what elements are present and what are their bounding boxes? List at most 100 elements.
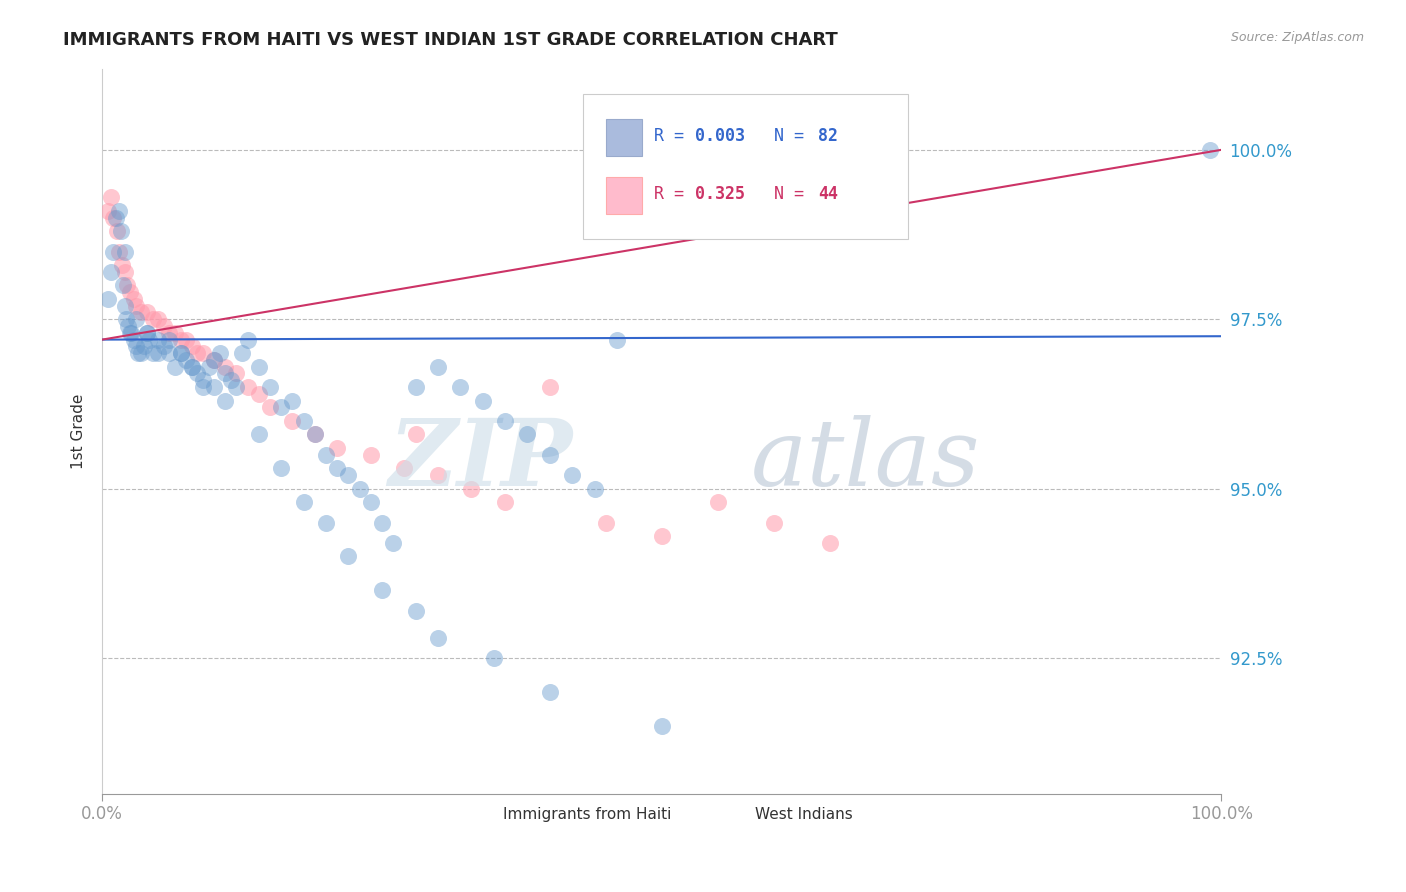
Point	[304, 427, 326, 442]
Point	[103, 244, 125, 259]
Point	[315, 516, 337, 530]
Bar	[471, 803, 496, 826]
Point	[111, 258, 134, 272]
Point	[110, 224, 132, 238]
Point	[136, 326, 159, 340]
Point	[114, 312, 136, 326]
Point	[270, 401, 292, 415]
Text: West Indians: West Indians	[755, 807, 852, 822]
Point	[108, 244, 131, 259]
Point	[595, 516, 617, 530]
Bar	[723, 803, 748, 826]
Point	[247, 387, 270, 401]
Text: ZIP: ZIP	[388, 415, 572, 505]
Point	[146, 312, 169, 326]
Point	[371, 583, 394, 598]
Point	[131, 346, 153, 360]
Point	[131, 305, 153, 319]
Text: IMMIGRANTS FROM HAITI VS WEST INDIAN 1ST GRADE CORRELATION CHART: IMMIGRANTS FROM HAITI VS WEST INDIAN 1ST…	[63, 31, 838, 49]
Point	[114, 244, 136, 259]
Point	[142, 312, 165, 326]
Point	[146, 333, 169, 347]
Point	[561, 468, 583, 483]
Point	[405, 604, 427, 618]
Point	[304, 427, 326, 442]
Bar	[606, 178, 641, 213]
Point	[225, 380, 247, 394]
Point	[292, 414, 315, 428]
Point	[706, 495, 728, 509]
Point	[202, 353, 225, 368]
Point	[142, 346, 165, 360]
Point	[169, 346, 191, 360]
Point	[449, 380, 471, 394]
Point	[762, 516, 785, 530]
Point	[136, 305, 159, 319]
Point	[157, 333, 180, 347]
Point	[538, 380, 561, 394]
Point	[132, 339, 155, 353]
Point	[180, 359, 202, 374]
Point	[426, 359, 449, 374]
Text: N =: N =	[773, 127, 804, 145]
Point	[337, 468, 360, 483]
Point	[100, 190, 122, 204]
Point	[104, 211, 127, 225]
Point	[152, 339, 174, 353]
Point	[202, 353, 225, 368]
Point	[405, 380, 427, 394]
Point	[186, 346, 208, 360]
Point	[326, 441, 349, 455]
Text: atlas: atlas	[751, 415, 981, 505]
Point	[100, 265, 122, 279]
Point	[208, 346, 231, 360]
Point	[259, 380, 281, 394]
Point	[115, 278, 138, 293]
Point	[270, 461, 292, 475]
Y-axis label: 1st Grade: 1st Grade	[72, 393, 86, 469]
Point	[125, 299, 148, 313]
Point	[163, 326, 186, 340]
Point	[426, 468, 449, 483]
Point	[292, 495, 315, 509]
Point	[371, 516, 394, 530]
Point	[125, 339, 148, 353]
Point	[157, 326, 180, 340]
Point	[326, 461, 349, 475]
Point	[174, 333, 197, 347]
Point	[482, 651, 505, 665]
Point	[651, 719, 673, 733]
Text: R =: R =	[654, 127, 683, 145]
Point	[191, 346, 214, 360]
Point	[405, 427, 427, 442]
Point	[97, 292, 120, 306]
Point	[157, 346, 180, 360]
Point	[202, 380, 225, 394]
Text: Source: ZipAtlas.com: Source: ZipAtlas.com	[1230, 31, 1364, 45]
Point	[105, 224, 128, 238]
Point	[360, 495, 382, 509]
Point	[180, 339, 202, 353]
Point	[120, 285, 142, 300]
Point	[152, 319, 174, 334]
Text: 44: 44	[818, 185, 838, 203]
Point	[516, 427, 538, 442]
Point	[108, 203, 131, 218]
Point	[471, 393, 494, 408]
Point	[651, 529, 673, 543]
Point	[538, 685, 561, 699]
Point	[114, 299, 136, 313]
FancyBboxPatch shape	[583, 94, 908, 239]
Point	[1199, 143, 1222, 157]
Point	[583, 482, 606, 496]
Point	[169, 346, 191, 360]
Point	[114, 265, 136, 279]
Point	[163, 359, 186, 374]
Point	[214, 359, 236, 374]
Point	[122, 292, 145, 306]
Point	[112, 278, 135, 293]
Point	[360, 448, 382, 462]
Point	[103, 211, 125, 225]
Point	[281, 414, 304, 428]
Point	[191, 380, 214, 394]
